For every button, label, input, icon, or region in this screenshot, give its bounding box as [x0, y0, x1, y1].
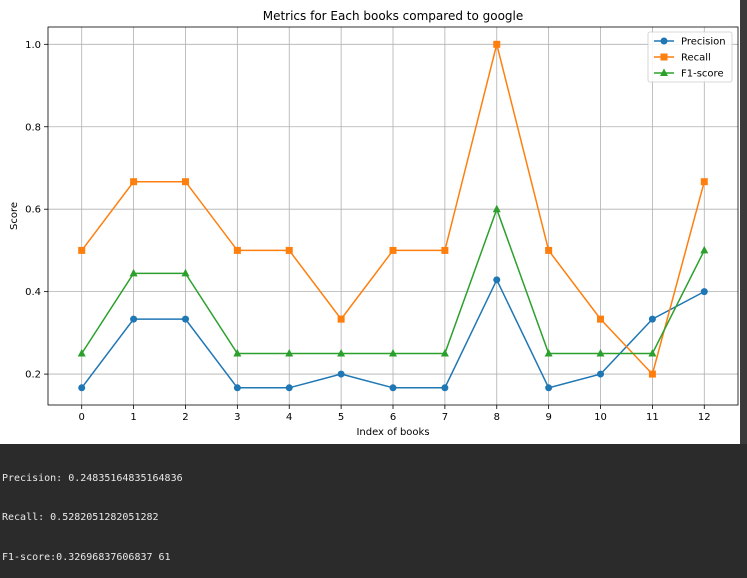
y-tick-label: 0.6 — [25, 205, 41, 216]
y-tick-label: 0.8 — [25, 122, 41, 133]
y-tick-label: 0.4 — [25, 287, 41, 298]
legend-marker — [660, 68, 668, 76]
x-tick-label: 5 — [338, 412, 344, 423]
data-point — [545, 384, 553, 392]
y-axis-label: Score — [9, 202, 20, 230]
data-point — [544, 348, 553, 357]
data-point — [130, 178, 138, 186]
data-point — [77, 348, 86, 357]
data-point — [233, 348, 242, 357]
data-point — [78, 246, 86, 254]
data-point — [597, 370, 605, 378]
data-point — [440, 348, 449, 357]
y-tick-label: 1.0 — [25, 40, 41, 51]
data-point — [181, 315, 189, 323]
data-point — [493, 40, 501, 48]
data-point — [389, 348, 397, 357]
x-tick-label: 8 — [494, 412, 500, 423]
figure: 0 1 2 3 4 5 6 7 8 9 10 11 12 0.2 0.4 0.6 0.8 1.0 Metrics f… — [0, 0, 740, 444]
legend-label: Recall — [681, 53, 711, 64]
data-point — [181, 178, 189, 186]
legend-marker — [660, 37, 668, 45]
data-point — [441, 384, 449, 392]
data-point — [648, 348, 657, 357]
data-point — [285, 384, 293, 392]
data-point — [389, 384, 397, 392]
data-point — [181, 268, 190, 277]
data-point — [285, 246, 293, 254]
output-line-recall: Recall: 0.5282051282051282 — [2, 512, 159, 524]
x-tick-label: 6 — [390, 412, 396, 423]
data-point — [233, 246, 241, 254]
x-tick-label: 7 — [442, 412, 448, 423]
output-line-precision: Precision: 0.24835164835164836 — [2, 472, 183, 484]
data-point — [337, 315, 345, 323]
data-point — [597, 315, 605, 323]
data-point — [700, 245, 709, 254]
y-tick-label: 0.2 — [25, 370, 41, 381]
data-point — [129, 268, 138, 277]
data-point — [337, 348, 346, 357]
data-point — [389, 246, 397, 254]
cell-output: Precision: 0.24835164835164836 Recall: 0… — [2, 445, 742, 578]
x-axis-label: Index of books — [356, 427, 429, 438]
data-point — [648, 370, 656, 378]
legend-label: Precision — [681, 37, 726, 48]
data-point — [596, 348, 605, 357]
series-f1-score — [77, 204, 709, 357]
chart-title: Metrics for Each books compared to googl… — [263, 9, 524, 23]
series-recall — [78, 40, 708, 378]
data-point — [130, 315, 138, 323]
data-point — [285, 348, 294, 357]
x-tick-label: 11 — [646, 412, 659, 423]
x-tick-label: 2 — [182, 412, 188, 423]
x-tick-label: 12 — [698, 412, 711, 423]
data-point — [700, 288, 708, 296]
x-tick-label: 3 — [234, 412, 240, 423]
legend-box — [647, 31, 733, 83]
data-point — [493, 276, 501, 284]
data-point — [337, 370, 345, 378]
data-point — [233, 384, 241, 392]
legend: Precision Recall F1-score — [647, 31, 733, 83]
data-point — [700, 178, 708, 186]
x-tick-label: 9 — [545, 412, 551, 423]
legend-label: F1-score — [681, 69, 724, 80]
output-line-f1: F1-score:0.32696837606837 61 — [2, 552, 171, 564]
data-point — [78, 384, 86, 392]
x-tick-label: 1 — [130, 412, 136, 423]
x-tick-label: 0 — [79, 412, 85, 423]
series-precision — [78, 276, 708, 392]
x-tick-label: 4 — [286, 412, 292, 423]
scrollbar-track[interactable] — [740, 0, 747, 444]
data-point — [492, 204, 501, 213]
legend-marker — [660, 53, 668, 61]
data-point — [441, 246, 449, 254]
data-point — [648, 315, 656, 323]
data-point — [545, 246, 553, 254]
x-tick-label: 10 — [594, 412, 607, 423]
